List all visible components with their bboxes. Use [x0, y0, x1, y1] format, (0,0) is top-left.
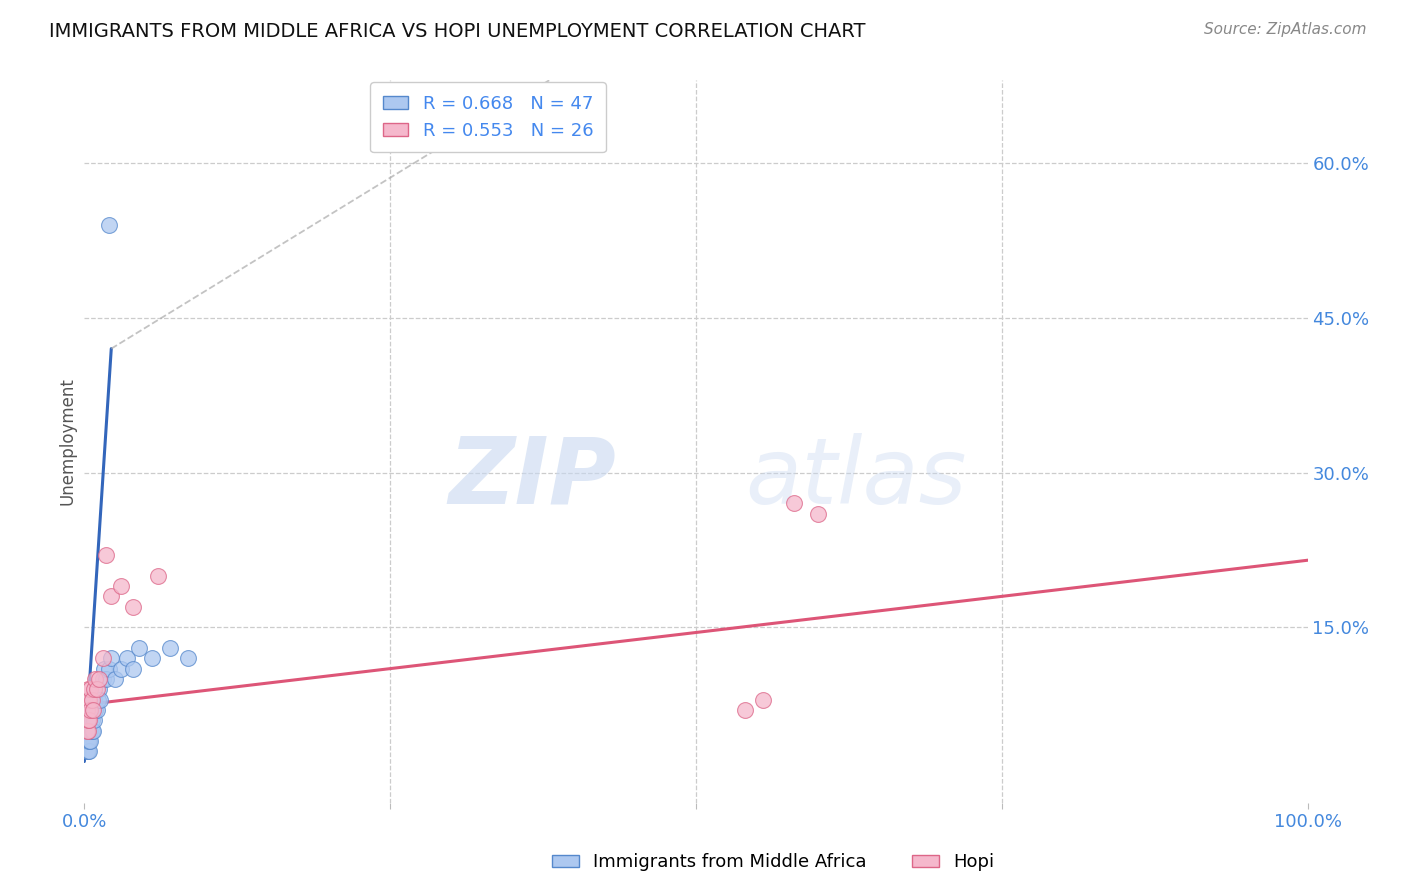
Point — [100, 590, 122, 604]
Point — [83, 692, 105, 706]
Point — [110, 662, 132, 676]
Point — [110, 579, 132, 593]
Point — [752, 692, 775, 706]
Point — [76, 703, 98, 717]
Point — [79, 703, 101, 717]
Point — [77, 744, 100, 758]
Point — [807, 507, 830, 521]
Point — [87, 682, 110, 697]
Point — [141, 651, 163, 665]
Point — [86, 682, 108, 697]
Point — [82, 703, 104, 717]
Point — [96, 548, 118, 562]
Point — [80, 692, 103, 706]
Point — [77, 713, 100, 727]
Point — [91, 672, 114, 686]
Point — [79, 723, 101, 738]
Point — [91, 651, 114, 665]
Point — [76, 723, 98, 738]
Point — [734, 703, 756, 717]
Point — [77, 692, 100, 706]
Point — [77, 734, 100, 748]
Point — [80, 723, 103, 738]
Point — [96, 672, 118, 686]
Point — [77, 703, 100, 717]
Point — [86, 703, 108, 717]
Point — [77, 692, 100, 706]
Point — [146, 568, 169, 582]
Point — [77, 682, 100, 697]
Text: IMMIGRANTS FROM MIDDLE AFRICA VS HOPI UNEMPLOYMENT CORRELATION CHART: IMMIGRANTS FROM MIDDLE AFRICA VS HOPI UN… — [49, 22, 866, 41]
Point — [76, 723, 98, 738]
Legend: Immigrants from Middle Africa, Hopi: Immigrants from Middle Africa, Hopi — [544, 847, 1002, 879]
Text: Source: ZipAtlas.com: Source: ZipAtlas.com — [1204, 22, 1367, 37]
Point — [76, 734, 98, 748]
Point — [128, 640, 150, 655]
Text: atlas: atlas — [745, 433, 966, 523]
Point — [77, 703, 100, 717]
Point — [83, 682, 105, 697]
Point — [83, 713, 105, 727]
Point — [77, 723, 100, 738]
Point — [87, 672, 110, 686]
Point — [79, 682, 101, 697]
Point — [77, 723, 100, 738]
Point — [77, 723, 100, 738]
Point — [82, 723, 104, 738]
Point — [122, 662, 145, 676]
Point — [122, 599, 145, 614]
Point — [80, 713, 103, 727]
Point — [77, 692, 100, 706]
Point — [79, 703, 101, 717]
Point — [77, 713, 100, 727]
Point — [76, 744, 98, 758]
Point — [93, 662, 115, 676]
Text: ZIP: ZIP — [449, 433, 616, 523]
Point — [76, 713, 98, 727]
Point — [97, 218, 120, 232]
Point — [77, 744, 100, 758]
Point — [77, 734, 100, 748]
Point — [77, 713, 100, 727]
Point — [177, 651, 200, 665]
Y-axis label: Unemployment: Unemployment — [58, 377, 76, 506]
Point — [89, 692, 111, 706]
Point — [79, 734, 101, 748]
Point — [159, 640, 181, 655]
Point — [77, 713, 100, 727]
Legend: R = 0.668   N = 47, R = 0.553   N = 26: R = 0.668 N = 47, R = 0.553 N = 26 — [370, 82, 606, 153]
Point — [84, 703, 107, 717]
Point — [77, 734, 100, 748]
Point — [100, 651, 122, 665]
Point — [80, 692, 103, 706]
Point — [783, 496, 806, 510]
Point — [104, 672, 127, 686]
Point — [97, 662, 120, 676]
Point — [82, 703, 104, 717]
Point — [79, 713, 101, 727]
Point — [87, 692, 110, 706]
Point — [77, 723, 100, 738]
Point — [84, 672, 107, 686]
Point — [115, 651, 138, 665]
